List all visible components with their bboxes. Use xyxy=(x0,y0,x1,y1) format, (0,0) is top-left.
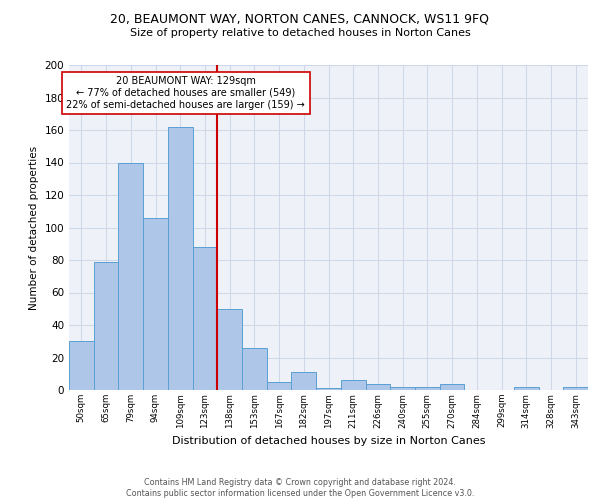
Bar xyxy=(94,262,118,390)
Bar xyxy=(217,308,242,390)
Bar xyxy=(341,380,365,390)
Bar xyxy=(440,384,464,390)
Bar xyxy=(514,387,539,390)
Bar xyxy=(143,218,168,390)
Text: 20, BEAUMONT WAY, NORTON CANES, CANNOCK, WS11 9FQ: 20, BEAUMONT WAY, NORTON CANES, CANNOCK,… xyxy=(110,12,490,26)
Text: 20 BEAUMONT WAY: 129sqm
← 77% of detached houses are smaller (549)
22% of semi-d: 20 BEAUMONT WAY: 129sqm ← 77% of detache… xyxy=(67,76,305,110)
Bar xyxy=(118,162,143,390)
Bar xyxy=(242,348,267,390)
Bar xyxy=(168,126,193,390)
Bar xyxy=(316,388,341,390)
Bar xyxy=(390,387,415,390)
Bar xyxy=(69,341,94,390)
Bar xyxy=(365,384,390,390)
Text: Size of property relative to detached houses in Norton Canes: Size of property relative to detached ho… xyxy=(130,28,470,38)
Text: Contains HM Land Registry data © Crown copyright and database right 2024.
Contai: Contains HM Land Registry data © Crown c… xyxy=(126,478,474,498)
Bar xyxy=(292,372,316,390)
Bar xyxy=(563,387,588,390)
Bar xyxy=(415,387,440,390)
Bar xyxy=(267,382,292,390)
Y-axis label: Number of detached properties: Number of detached properties xyxy=(29,146,39,310)
Bar xyxy=(193,247,217,390)
X-axis label: Distribution of detached houses by size in Norton Canes: Distribution of detached houses by size … xyxy=(172,436,485,446)
